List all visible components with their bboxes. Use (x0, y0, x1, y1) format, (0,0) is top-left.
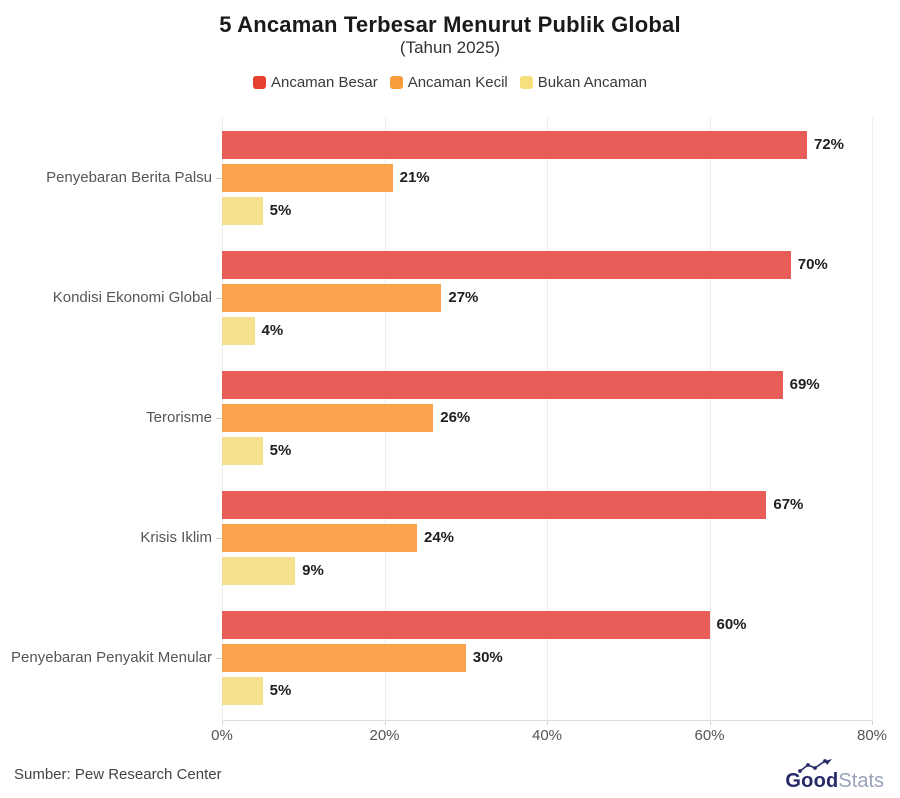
category-label-text: Kondisi Ekonomi Global (52, 289, 212, 306)
legend-label: Ancaman Besar (270, 74, 378, 91)
bar-value-label: 9% (302, 562, 324, 579)
bar-value-label: 27% (448, 289, 479, 306)
category-label: Krisis Iklim (0, 528, 222, 548)
gridline (547, 118, 548, 721)
bar-value-label: 69% (789, 376, 820, 393)
bar-value-label: 5% (269, 202, 292, 219)
legend-label: Bukan Ancaman (537, 74, 648, 91)
x-tick-label: 80% (856, 727, 888, 744)
chart-title: 5 Ancaman Terbesar Menurut Publik Global (219, 12, 681, 37)
axis-tick-mark (222, 721, 223, 725)
source-text: Sumber: Pew Research Center (14, 766, 222, 783)
gridline (709, 118, 711, 721)
bar-ancaman-kecil: 27% (222, 284, 478, 312)
bar-ancaman-besar: 60% (222, 611, 747, 639)
bar-bukan-ancaman: 5% (222, 677, 291, 705)
axis-tick-mark (384, 721, 386, 725)
category-labels: Penyebaran Berita Palsu Kondisi Ekonomi G… (0, 118, 222, 721)
goodstats-logo: GoodStats (785, 759, 884, 794)
x-tick-label: 0% (211, 727, 233, 744)
category-label: Penyebaran Penyakit Menular (0, 648, 222, 668)
legend: Ancaman Besar Ancaman Kecil Bukan Ancaman (0, 74, 900, 91)
bar-chart: Penyebaran Berita Palsu Kondisi Ekonomi G… (0, 118, 900, 721)
category-tick (216, 657, 222, 659)
bar-value-label: 30% (472, 649, 503, 666)
bar-value-label: 5% (269, 442, 292, 459)
category-label-text: Krisis Iklim (140, 529, 212, 546)
legend-label: Ancaman Kecil (407, 74, 508, 91)
category-label: Terorisme (0, 408, 222, 428)
bar-ancaman-besar: 72% (222, 131, 844, 159)
bar-ancaman-besar: 69% (222, 371, 820, 399)
legend-item: Bukan Ancaman (519, 74, 648, 91)
bar-bukan-ancaman: 9% (222, 557, 324, 585)
legend-swatch (252, 76, 266, 89)
axis-tick-mark (547, 721, 548, 725)
bar-value-label: 5% (269, 682, 292, 699)
category-label: Penyebaran Berita Palsu (0, 168, 222, 188)
bar-ancaman-kecil: 26% (222, 404, 470, 432)
category-label-text: Penyebaran Berita Palsu (46, 169, 212, 186)
x-tick-label: 20% (369, 727, 400, 744)
x-tick-label: 40% (531, 727, 563, 744)
bar-value-label: 21% (399, 169, 430, 186)
category-tick (216, 297, 222, 299)
category-label-text: Penyebaran Penyakit Menular (11, 649, 212, 666)
bar-value-label: 67% (773, 496, 804, 513)
bar-ancaman-besar: 67% (222, 491, 803, 519)
bar-ancaman-kecil: 24% (222, 524, 454, 552)
x-axis: 0% 20% 40% 60% 80% (0, 721, 900, 751)
bar-bukan-ancaman: 5% (222, 437, 291, 465)
bar-value-label: 24% (424, 529, 455, 546)
category-label: Kondisi Ekonomi Global (0, 288, 222, 308)
bar-ancaman-kecil: 30% (222, 644, 503, 672)
category-label-text: Terorisme (146, 409, 212, 426)
gridline (872, 118, 873, 721)
plot-area: 72% 21% 5% 70% 27% 4% 69% 26% 5% 67% 24% 9% 60% 30% 5% (222, 118, 873, 721)
axis-tick-mark (709, 721, 711, 725)
bar-ancaman-besar: 70% (222, 251, 828, 279)
category-tick (216, 417, 222, 419)
logo-good: Good (785, 770, 839, 792)
chart-subtitle: (Tahun 2025) (399, 38, 501, 57)
axis-tick-mark (872, 721, 873, 725)
legend-swatch (389, 76, 403, 89)
category-tick (216, 177, 222, 179)
bar-bukan-ancaman: 5% (222, 197, 291, 225)
bar-bukan-ancaman: 4% (222, 317, 283, 345)
bar-value-label: 4% (261, 322, 284, 339)
bar-value-label: 26% (440, 409, 471, 426)
bar-value-label: 60% (716, 616, 747, 633)
category-tick (216, 537, 222, 539)
bar-value-label: 70% (797, 256, 828, 273)
logo-stats: Stats (838, 770, 884, 792)
logo-chart-squiggle (798, 759, 833, 773)
logo-text: GoodStats (785, 759, 884, 794)
legend-item: Ancaman Besar (252, 74, 378, 91)
bar-ancaman-kecil: 21% (222, 164, 430, 192)
legend-swatch (519, 76, 533, 89)
legend-item: Ancaman Kecil (389, 74, 508, 91)
x-tick-label: 60% (694, 727, 725, 744)
bar-value-label: 72% (814, 136, 845, 153)
